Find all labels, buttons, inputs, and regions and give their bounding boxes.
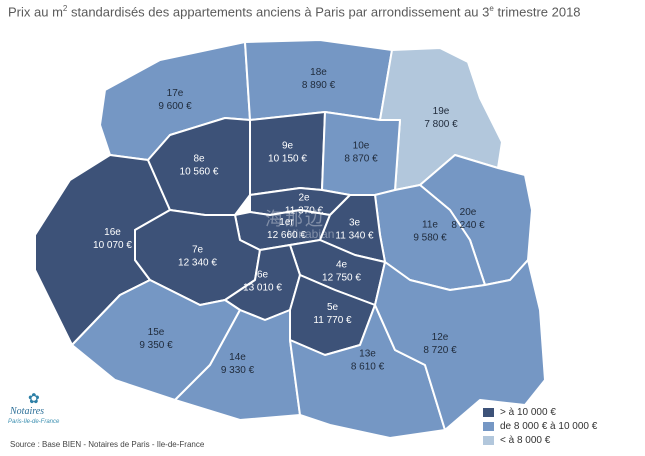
- legend-item-high: > à 10 000 €: [483, 405, 597, 419]
- notaires-logo: ✿ Notaires Paris-Ile-de-France: [8, 390, 64, 436]
- arrondissement-7e-name: 7e: [192, 245, 204, 256]
- legend-swatch-mid: [483, 421, 494, 431]
- legend-label-high: > à 10 000 €: [500, 406, 556, 418]
- legend-item-low: < à 8 000 €: [483, 433, 597, 447]
- arrondissement-5e-name: 5e: [327, 302, 339, 313]
- arrondissement-18e-name: 18e: [310, 67, 327, 78]
- arrondissement-12e-name: 12e: [432, 332, 449, 343]
- arrondissement-10e-name: 10e: [353, 141, 370, 152]
- arrondissement-20e-price: 8 240 €: [451, 220, 485, 231]
- watermark: 海那边 Hinabian: [265, 209, 335, 241]
- arrondissement-2e-name: 2e: [298, 193, 310, 204]
- arrondissement-7e-price: 12 340 €: [178, 258, 217, 269]
- arrondissement-15e-price: 9 350 €: [139, 340, 173, 351]
- arrondissement-8e-price: 10 560 €: [180, 167, 219, 178]
- logo-name: Notaires: [10, 406, 45, 417]
- arrondissement-14e-price: 9 330 €: [221, 365, 255, 376]
- arrondissement-3e-price: 11 340 €: [335, 231, 374, 242]
- arrondissement-12e-price: 8 720 €: [423, 345, 457, 356]
- arrondissement-15e-name: 15e: [148, 327, 165, 338]
- legend-item-mid: de 8 000 € à 10 000 €: [483, 419, 597, 433]
- legend-swatch-high: [483, 407, 494, 417]
- logo-subtitle: Paris-Ile-de-France: [8, 419, 60, 425]
- arrondissement-13e-price: 8 610 €: [351, 362, 385, 373]
- arrondissement-10e-price: 8 870 €: [344, 154, 378, 165]
- arrondissement-16e-price: 10 070 €: [93, 240, 132, 251]
- arrondissement-13e-name: 13e: [359, 349, 376, 360]
- arrondissement-9e-price: 10 150 €: [268, 154, 307, 165]
- arrondissement-4e-name: 4e: [336, 260, 348, 271]
- arrondissement-17e-price: 9 600 €: [158, 101, 192, 112]
- notaires-mark-icon: ✿: [28, 390, 40, 406]
- arrondissement-2e-price: 11 370 €: [285, 206, 324, 217]
- arrondissement-19e-price: 7 800 €: [424, 119, 458, 130]
- source-note: Source : Base BIEN - Notaires de Paris -…: [10, 440, 205, 449]
- arrondissement-4e-price: 12 750 €: [322, 273, 361, 284]
- arrondissement-5e-price: 11 770 €: [313, 315, 352, 326]
- arrondissement-3e-name: 3e: [349, 218, 361, 229]
- arrondissement-19e-name: 19e: [433, 106, 450, 117]
- arrondissement-9e-name: 9e: [282, 141, 294, 152]
- arrondissement-14e-name: 14e: [229, 352, 246, 363]
- arrondissement-8e-name: 8e: [193, 154, 205, 165]
- legend: > à 10 000 € de 8 000 € à 10 000 € < à 8…: [483, 405, 597, 447]
- legend-label-low: < à 8 000 €: [500, 434, 551, 446]
- arrondissement-6e-name: 6e: [257, 270, 269, 281]
- arrondissement-11e-name: 11e: [422, 220, 438, 231]
- arrondissement-11e-price: 9 580 €: [413, 233, 447, 244]
- legend-label-mid: de 8 000 € à 10 000 €: [500, 420, 598, 432]
- arrondissement-12e[interactable]: [374, 259, 546, 431]
- arrondissement-1er-name: 1er: [279, 217, 294, 228]
- arrondissement-18e-price: 8 890 €: [302, 80, 336, 91]
- arrondissement-14e[interactable]: [174, 309, 301, 421]
- arrondissement-16e-name: 16e: [104, 227, 121, 238]
- legend-swatch-low: [483, 435, 494, 445]
- arrondissement-20e-name: 20e: [460, 207, 477, 218]
- arrondissement-1er-price: 12 660 €: [267, 230, 306, 241]
- arrondissement-17e-name: 17e: [167, 88, 184, 99]
- arrondissement-15e[interactable]: [71, 279, 241, 401]
- arrondissement-6e-price: 13 010 €: [243, 283, 282, 294]
- map-title: Prix au m2 standardisés des appartements…: [8, 4, 581, 20]
